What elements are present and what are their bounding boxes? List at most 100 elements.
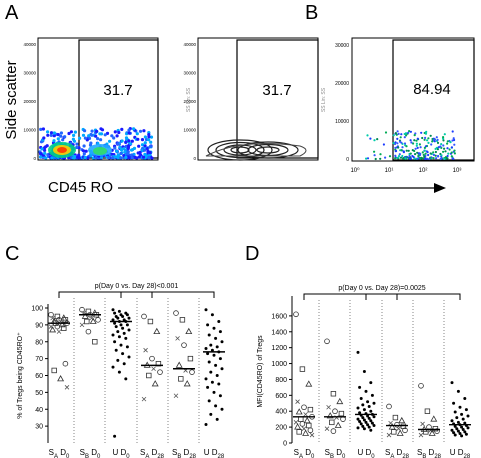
flow-xlabel: CD45 RO <box>48 179 113 196</box>
flow-event-dot <box>402 157 405 160</box>
data-point <box>141 313 147 320</box>
data-point <box>62 360 69 367</box>
flow-event-dot <box>398 140 402 143</box>
data-point <box>125 323 129 327</box>
group-label: SA D28 <box>140 448 165 458</box>
data-point <box>187 355 194 362</box>
data-point <box>463 421 467 425</box>
flow-event-dot <box>130 156 134 160</box>
flow-event-dot <box>82 152 86 156</box>
data-point <box>153 327 161 335</box>
flow-event-dot <box>419 146 422 149</box>
data-point <box>218 357 222 361</box>
flow-event-dot <box>416 151 419 154</box>
flow-event-dot <box>107 156 111 160</box>
data-point <box>298 416 304 422</box>
data-point <box>296 429 302 435</box>
data-point <box>125 313 129 317</box>
group-label-part: D <box>334 448 342 457</box>
flow-event-dot <box>409 152 412 155</box>
data-point <box>450 428 454 432</box>
flow-event-dot <box>395 133 398 136</box>
data-point <box>293 420 299 425</box>
flow-event-dot <box>103 133 107 137</box>
flow-event-dot <box>81 149 86 153</box>
data-point <box>456 429 460 433</box>
flow-event-dot <box>403 142 407 145</box>
data-point <box>366 414 370 418</box>
data-point <box>367 416 371 420</box>
y-tick-label: 100 <box>31 306 43 313</box>
flow-event-dot <box>147 155 151 160</box>
flow-event-dot <box>415 139 418 142</box>
panel-letter-d: D <box>245 243 260 265</box>
data-point <box>361 403 365 407</box>
flow-event-dot <box>429 152 432 155</box>
data-point <box>212 353 216 357</box>
flow-event-dot <box>127 156 132 160</box>
flow-event-dot <box>416 146 419 149</box>
group-label-part: A <box>390 454 394 458</box>
flow-event-dot <box>409 139 412 142</box>
data-point <box>204 308 208 312</box>
data-point <box>218 394 222 398</box>
flow-event-dot <box>440 157 443 160</box>
data-point <box>307 427 314 434</box>
flow-event-dot <box>426 157 429 160</box>
flow-event-dot <box>126 146 130 151</box>
panel-letter-a: A <box>5 2 19 24</box>
flow-event-dot <box>396 130 399 133</box>
data-point <box>143 347 148 353</box>
flow-event-dot <box>56 137 60 141</box>
flow-event-dot <box>75 145 79 150</box>
group-label: SB D28 <box>417 448 442 458</box>
flow-plot-b-events <box>365 130 456 161</box>
data-point <box>358 411 362 415</box>
data-point <box>450 381 454 385</box>
flow-event-dot <box>444 150 447 153</box>
data-point <box>369 409 373 413</box>
data-point <box>122 331 126 335</box>
group-label-part: S <box>49 448 54 457</box>
data-point <box>146 372 152 379</box>
flow-event-dot <box>143 141 147 145</box>
flow-event-dot <box>127 139 131 143</box>
data-point <box>460 412 464 416</box>
flow-event-dot <box>43 148 47 152</box>
flow-event-dot <box>67 131 71 136</box>
flow-event-dot <box>376 138 379 141</box>
flow-event-dot <box>379 157 382 160</box>
flow-event-dot <box>41 127 46 131</box>
flow-plot-b: 0 10000 20000 30000 SS Lin: SS 84.94 10⁰ 10¹… <box>321 37 475 174</box>
data-point <box>50 315 55 321</box>
data-point <box>359 397 363 401</box>
flow-event-dot <box>408 130 411 133</box>
flow-event-dot <box>135 132 139 136</box>
data-point <box>452 431 456 435</box>
flow-event-dot <box>59 131 64 135</box>
flow-ylabel: Side scatter <box>3 60 20 139</box>
flow-event-dot <box>138 151 142 155</box>
data-point <box>189 369 195 375</box>
flow-event-dot <box>442 144 445 147</box>
group-label-part: S <box>172 448 177 457</box>
data-point <box>466 414 470 418</box>
group-label-part: 0 <box>97 454 101 458</box>
flow-plot-1-yticks: 0 10000 20000 30000 40000 <box>23 42 36 161</box>
data-point <box>458 405 462 409</box>
flow-event-dot <box>394 154 397 157</box>
data-point <box>220 340 224 344</box>
flow-event-dot <box>388 155 392 158</box>
flow-event-dot <box>446 147 449 150</box>
flow-event-dot <box>43 151 47 155</box>
flow-event-dot <box>396 137 399 140</box>
data-point <box>356 426 360 430</box>
data-point <box>61 325 67 331</box>
data-point <box>217 320 221 323</box>
flow-event-dot <box>424 145 427 148</box>
flow-event-dot <box>373 150 376 153</box>
flow-event-dot <box>83 136 87 140</box>
flow-event-dot <box>442 139 445 142</box>
data-point <box>369 419 373 423</box>
data-point <box>338 410 345 417</box>
